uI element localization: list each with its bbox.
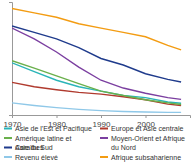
y-axis [9, 3, 13, 116]
legend-label: Asie du Sud [15, 144, 53, 151]
y-axis-line [9, 3, 13, 116]
chart: 1970198019902000Asie de l'Est et Pacifiq… [0, 0, 196, 165]
legend-swatch [100, 156, 108, 158]
series-line [12, 26, 181, 82]
x-tick-mark [57, 115, 58, 118]
legend-item: Amérique latine etCaraïbes [4, 135, 71, 152]
series-line [12, 82, 181, 105]
legend-swatch [4, 156, 12, 158]
legend-label: Amérique latine etCaraïbes [15, 135, 71, 152]
legend-swatch [100, 137, 108, 139]
series-line [12, 28, 181, 99]
plot-area: 1970198019902000 [4, 3, 191, 129]
legend-swatch [4, 147, 12, 149]
series-line [12, 103, 181, 113]
legend-label: Revenu élevé [15, 154, 58, 161]
x-tick: 1990 [93, 115, 111, 129]
legend-item: Revenu élevé [4, 154, 58, 161]
series-line [12, 9, 181, 50]
legend-item: Afrique subsaharienne [100, 154, 181, 162]
x-tick-mark [146, 115, 147, 118]
legend-swatch [100, 128, 108, 130]
legend-item: Europe et Asie centrale [100, 125, 183, 133]
legend: Asie de l'Est et Pacifique Europe et Asie… [4, 125, 185, 162]
legend-swatch [4, 128, 12, 130]
legend-label: Afrique subsaharienne [111, 154, 181, 162]
legend-label: Europe et Asie centrale [111, 125, 183, 133]
legend-item: Asie du Sud [4, 144, 53, 151]
legend-item: Moyen-Orient et Afriquedu Nord [100, 135, 185, 152]
x-tick-mark [101, 115, 102, 118]
lines [12, 9, 181, 113]
x-axis-line [13, 116, 191, 119]
series-line [12, 61, 181, 105]
legend-swatch [4, 137, 12, 139]
x-tick-label: 1990 [93, 120, 111, 129]
legend-label: Moyen-Orient et Afriquedu Nord [111, 135, 185, 152]
legend-label: Asie de l'Est et Pacifique [15, 125, 92, 133]
legend-item: Asie de l'Est et Pacifique [4, 125, 92, 133]
